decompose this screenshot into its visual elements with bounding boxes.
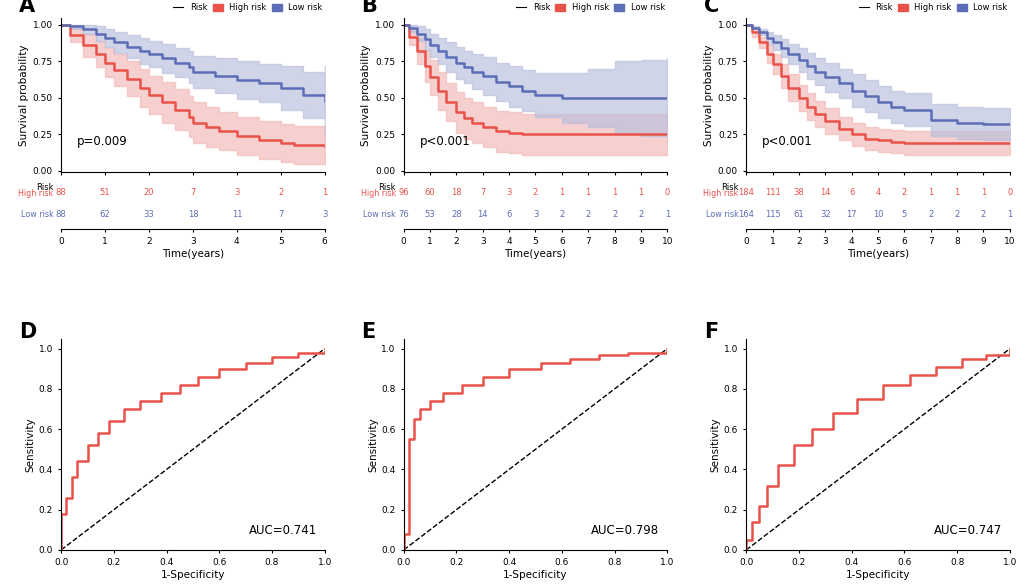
Y-axis label: Sensitivity: Sensitivity (25, 417, 36, 472)
Text: 7: 7 (278, 211, 283, 219)
Text: 1: 1 (927, 188, 932, 197)
Text: 11: 11 (231, 211, 242, 219)
Text: F: F (703, 322, 717, 342)
Text: C: C (703, 0, 718, 16)
Text: 17: 17 (846, 211, 856, 219)
Text: 5: 5 (901, 211, 906, 219)
Text: 1: 1 (980, 188, 985, 197)
Text: 6: 6 (506, 211, 512, 219)
Text: 1: 1 (954, 188, 959, 197)
Text: 2: 2 (278, 188, 283, 197)
Text: 0: 0 (664, 188, 669, 197)
X-axis label: 1-Specificity: 1-Specificity (845, 570, 909, 580)
X-axis label: 1-Specificity: 1-Specificity (502, 570, 568, 580)
Text: 4: 4 (874, 188, 879, 197)
Text: 2: 2 (558, 211, 564, 219)
Text: 1: 1 (585, 188, 590, 197)
Text: 3: 3 (532, 211, 538, 219)
Text: 2: 2 (611, 211, 616, 219)
Y-axis label: Survival probability: Survival probability (703, 44, 713, 146)
Text: AUC=0.741: AUC=0.741 (249, 524, 317, 537)
Text: D: D (19, 322, 37, 342)
Text: 14: 14 (477, 211, 487, 219)
Text: 18: 18 (450, 188, 462, 197)
X-axis label: 1-Specificity: 1-Specificity (161, 570, 225, 580)
Text: 1: 1 (322, 188, 327, 197)
Text: AUC=0.747: AUC=0.747 (932, 524, 1001, 537)
Text: 1: 1 (1006, 211, 1012, 219)
Text: 2: 2 (927, 211, 932, 219)
Text: 14: 14 (819, 188, 829, 197)
Text: 7: 7 (480, 188, 485, 197)
Y-axis label: Survival probability: Survival probability (361, 44, 371, 146)
Text: 2: 2 (980, 211, 985, 219)
Text: 18: 18 (187, 211, 198, 219)
Text: 0: 0 (1006, 188, 1012, 197)
Text: 2: 2 (954, 211, 959, 219)
X-axis label: Time(years): Time(years) (504, 249, 566, 259)
Text: 7: 7 (191, 188, 196, 197)
Text: Risk: Risk (378, 183, 395, 192)
Y-axis label: Sensitivity: Sensitivity (710, 417, 720, 472)
Text: Low risk: Low risk (20, 210, 53, 219)
Text: 33: 33 (144, 211, 154, 219)
Text: 28: 28 (450, 211, 462, 219)
Text: E: E (362, 322, 375, 342)
Text: 51: 51 (100, 188, 110, 197)
Text: 2: 2 (901, 188, 906, 197)
Text: 6: 6 (848, 188, 854, 197)
Text: AUC=0.798: AUC=0.798 (591, 524, 658, 537)
Text: 1: 1 (558, 188, 564, 197)
Text: Risk: Risk (36, 183, 53, 192)
Text: 164: 164 (738, 211, 753, 219)
Text: 184: 184 (738, 188, 753, 197)
X-axis label: Time(years): Time(years) (162, 249, 224, 259)
Text: p<0.001: p<0.001 (419, 135, 470, 148)
Text: 111: 111 (764, 188, 780, 197)
Text: A: A (19, 0, 35, 16)
Text: 62: 62 (100, 211, 110, 219)
Text: 3: 3 (506, 188, 512, 197)
Text: Low risk: Low risk (363, 210, 395, 219)
Text: 32: 32 (819, 211, 829, 219)
Y-axis label: Survival probability: Survival probability (18, 44, 29, 146)
X-axis label: Time(years): Time(years) (846, 249, 908, 259)
Text: 2: 2 (638, 211, 643, 219)
Text: 96: 96 (398, 188, 409, 197)
Text: 38: 38 (793, 188, 804, 197)
Text: 1: 1 (664, 211, 669, 219)
Text: 76: 76 (398, 211, 409, 219)
Legend: Risk, High risk, Low risk: Risk, High risk, Low risk (513, 0, 667, 16)
Text: 88: 88 (56, 211, 66, 219)
Text: 60: 60 (424, 188, 435, 197)
Text: 3: 3 (234, 188, 239, 197)
Text: 53: 53 (424, 211, 435, 219)
Text: Risk: Risk (720, 183, 738, 192)
Y-axis label: Sensitivity: Sensitivity (368, 417, 378, 472)
Text: p=0.009: p=0.009 (77, 135, 127, 148)
Text: 2: 2 (585, 211, 590, 219)
Text: 1: 1 (611, 188, 616, 197)
Text: 88: 88 (56, 188, 66, 197)
Text: Low risk: Low risk (705, 210, 738, 219)
Text: B: B (362, 0, 377, 16)
Legend: Risk, High risk, Low risk: Risk, High risk, Low risk (854, 0, 1010, 16)
Text: 115: 115 (764, 211, 780, 219)
Text: High risk: High risk (361, 190, 395, 198)
Text: 3: 3 (322, 211, 327, 219)
Text: 10: 10 (872, 211, 882, 219)
Text: p<0.001: p<0.001 (761, 135, 812, 148)
Text: High risk: High risk (702, 190, 738, 198)
Text: 61: 61 (793, 211, 804, 219)
Legend: Risk, High risk, Low risk: Risk, High risk, Low risk (170, 0, 325, 16)
Text: 2: 2 (532, 188, 538, 197)
Text: High risk: High risk (18, 190, 53, 198)
Text: 20: 20 (144, 188, 154, 197)
Text: 1: 1 (638, 188, 643, 197)
